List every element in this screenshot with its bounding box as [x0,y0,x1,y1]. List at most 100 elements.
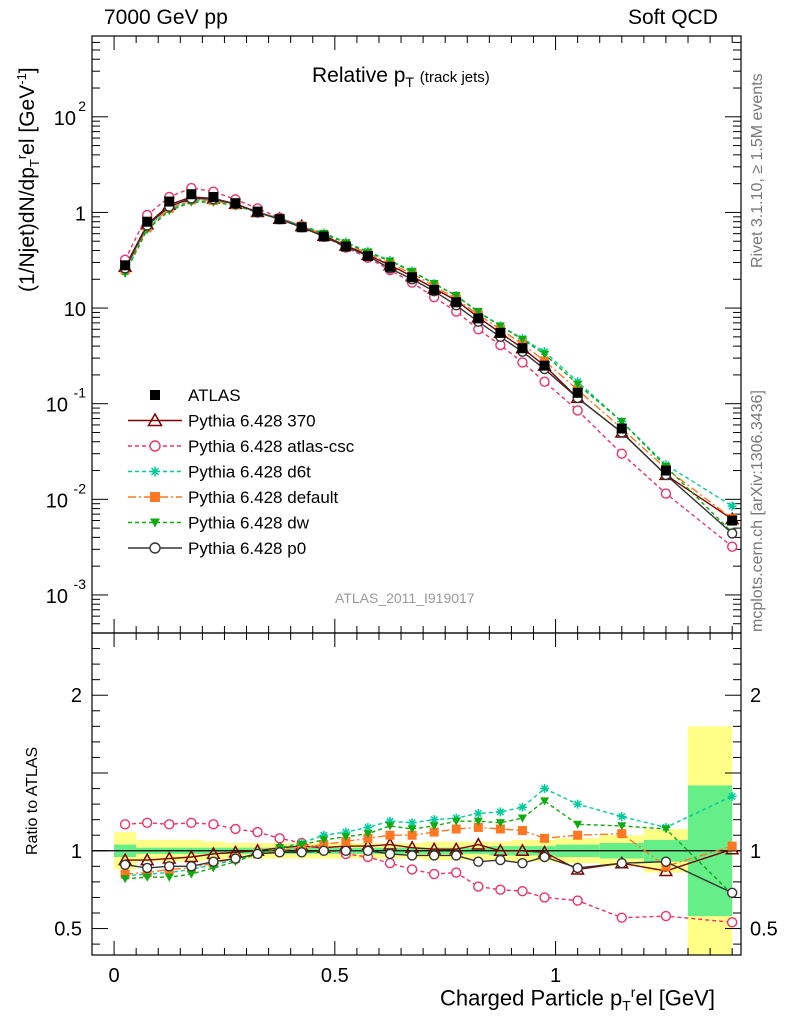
ratio-point-pythia-6-428-dw [661,825,671,834]
point-atlas [340,241,351,252]
ratio-point-pythia-6-428-d6t [319,830,329,840]
plot-title-suffix: (track jets) [419,69,490,86]
ratio-point-pythia-6-428-370 [515,843,530,857]
ratio-y-tick-label: 0.5 [54,919,82,941]
ratio-point-pythia-6-428-atlas-csc [252,826,263,838]
y-tick-label: 10 [46,490,68,512]
ratio-point-pythia-6-428-p0 [119,859,131,870]
ratio-point-pythia-6-428-d6t [540,784,550,794]
point-atlas [473,313,484,324]
x-axis-label-tail: el [GeV] [635,985,715,1011]
ratio-y-tick-label-right: 0.5 [750,919,778,941]
point-pythia-6-428-dw [540,350,550,359]
point-atlas [429,284,440,295]
ratio-point-pythia-6-428-p0 [451,850,462,861]
point-pythia-6-428-dw [573,380,583,389]
ratio-y-tick-label-right: 2 [750,685,761,707]
ratio-point-pythia-6-428-atlas-csc [616,912,627,923]
y-axis-label-top-close: ] [16,67,39,74]
ratio-panel-series [117,784,740,928]
ratio-point-pythia-6-428-atlas-csc [451,867,462,878]
point-atlas [296,222,307,233]
ratio-point-pythia-6-428-dw [573,820,583,829]
ratio-point-pythia-6-428-atlas-csc [406,864,418,875]
ratio-point-pythia-6-428-dw [164,873,174,882]
y-tick-label: 1 [75,203,86,225]
x-axis-label-main: Charged Particle p [440,985,623,1011]
point-pythia-6-428-p0 [726,528,738,539]
ratio-point-pythia-6-428-atlas-csc [660,910,672,922]
ratio-point-pythia-6-428-p0 [406,850,418,861]
ratio-point-pythia-6-428-atlas-csc [230,823,241,835]
ratio-point-pythia-6-428-370 [471,837,486,850]
mcplots-label: mcplots.cern.ch [arXiv:1306.3436] [749,390,766,632]
ratio-point-pythia-6-428-dw [385,822,395,831]
ratio-point-pythia-6-428-default [573,830,583,840]
x-tick-label: 0.5 [321,965,349,987]
ratio-point-pythia-6-428-default [495,824,505,834]
legend-label-pythia-6-428-default: Pythia 6.428 default [188,488,339,507]
x-axis-label-sub: T [622,997,631,1014]
point-pythia-6-428-atlas-csc [726,541,738,552]
point-atlas [208,192,219,203]
ratio-point-pythia-6-428-dw [495,819,505,828]
ratio-point-pythia-6-428-atlas-csc [208,819,219,830]
ratio-point-pythia-6-428-d6t [727,791,737,801]
plot-title: Relative pT (track jets) [312,64,490,90]
y-axis-label-top-sup: r [14,154,29,160]
y-tick-label-exp: 2 [78,98,86,114]
point-atlas [407,272,418,283]
point-atlas [142,216,153,227]
point-pythia-6-428-dw [473,307,483,317]
point-atlas [120,260,131,271]
ratio-point-pythia-6-428-d6t [429,815,439,825]
ratio-point-pythia-6-428-d6t [385,816,395,826]
ratio-point-pythia-6-428-default [341,836,351,846]
ratio-point-pythia-6-428-p0 [517,858,528,869]
ratio-point-pythia-6-428-default [617,829,627,839]
legend: ATLAS Pythia 6.428 370 Pythia 6.428 atlas-… [128,386,355,558]
main-panel-series [117,182,740,552]
ratio-point-pythia-6-428-dw [341,833,351,842]
point-pythia-6-428-atlas-csc [660,488,672,499]
ratio-point-pythia-6-428-d6t [495,807,505,817]
x-tick-label: 0 [109,965,120,987]
y-axis-label-top: (1/Njet)dN/dpTrel [GeV-1] [14,67,42,292]
point-pythia-6-428-atlas-csc [517,357,528,368]
ratio-point-pythia-6-428-p0 [428,850,440,861]
ratio-point-pythia-6-428-atlas-csc [726,917,738,928]
ratio-y-tick-label: 1 [71,841,82,863]
ratio-point-pythia-6-428-default [727,841,737,851]
point-atlas [539,360,550,371]
ratio-point-pythia-6-428-d6t [573,799,583,809]
legend-label-pythia-6-428-atlas-csc: Pythia 6.428 atlas-csc [188,437,355,456]
y-axis-label-top-sub: T [27,159,43,168]
ratio-point-pythia-6-428-dw [363,830,373,839]
y-axis-label-top-main: (1/Njet)dN/dp [16,167,39,292]
ratio-point-pythia-6-428-dw [297,840,307,850]
y-tick-label: 10 [54,108,76,130]
ratio-point-pythia-6-428-p0 [164,861,175,872]
point-pythia-6-428-dw [517,335,527,344]
legend-marker-pythia-6-428-atlas-csc [149,440,161,452]
ratio-y-tick-label-right: 1 [750,841,761,863]
plot-title-sub: T [405,74,414,91]
series-line-pythia-6-428-dw [124,201,733,533]
ratio-point-pythia-6-428-default [385,830,395,840]
ratio-point-pythia-6-428-dw [540,797,550,806]
ratio-point-pythia-6-428-atlas-csc [186,817,197,828]
ratio-point-pythia-6-428-dw [319,836,329,845]
point-pythia-6-428-atlas-csc [572,405,583,416]
ratio-point-pythia-6-428-default [319,840,329,850]
y-axis-label-top-tail: el [GeV [16,84,39,155]
ratio-point-pythia-6-428-dw [451,817,461,826]
legend-label-atlas: ATLAS [188,386,241,405]
ratio-point-pythia-6-428-atlas-csc [495,884,506,895]
ratio-point-pythia-6-428-dw [407,825,417,834]
ratio-point-pythia-6-428-p0 [296,847,307,858]
ratio-point-pythia-6-428-default [363,833,373,843]
point-pythia-6-428-atlas-csc [616,448,627,459]
point-pythia-6-428-dw [617,417,627,427]
ratio-point-pythia-6-428-default [473,822,483,832]
y-tick-label-exp: -2 [74,480,87,496]
